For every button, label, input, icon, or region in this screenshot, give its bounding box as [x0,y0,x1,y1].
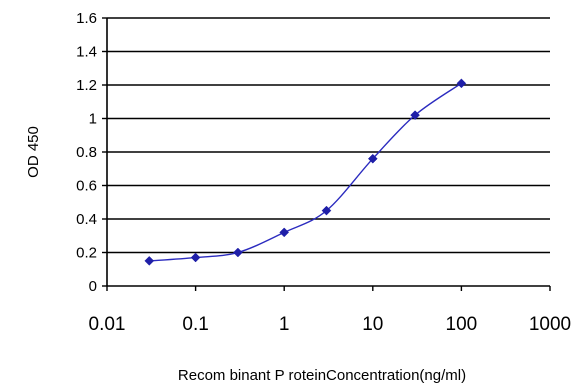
y-tick-label-8: 1.6 [76,10,97,27]
y-tick-label-2: 0.4 [76,211,97,228]
x-tick-label-5: 1000 [529,314,571,335]
x-tick-label-4: 100 [446,314,478,335]
data-point-0-2 [233,247,243,258]
y-tick-label-4: 0.8 [76,144,97,161]
gridlines [107,17,550,254]
x-tick-label-3: 10 [362,314,383,335]
data-point-0-7 [456,78,467,89]
y-tick-label-5: 1 [89,111,97,128]
series-line-0 [149,82,462,262]
data-point-0-5 [367,153,378,164]
y-tick-label-0: 0 [89,278,97,295]
y-axis: 0 0.2 0.4 0.6 0.8 1 1.2 1.4 1.6 [76,10,107,295]
x-tick-label-2: 1 [279,314,290,335]
data-point-0-0 [144,256,155,266]
data-point-0-4 [321,205,332,216]
data-point-0-6 [410,110,420,121]
x-tick-label-0: 0.01 [89,314,126,335]
data-point-0-3 [279,227,290,238]
x-axis: 0.01 0.1 1 10 100 1000 [89,286,571,335]
data-point-0-1 [190,252,201,263]
x-axis-title: Recom binant P roteinConcentration(ng/ml… [178,367,466,384]
x-tick-label-1: 0.1 [182,314,208,335]
y-tick-label-1: 0.2 [76,245,97,262]
y-tick-label-7: 1.4 [76,44,97,61]
y-tick-label-3: 0.6 [76,178,97,195]
series-layer [144,78,467,266]
y-axis-title: OD 450 [25,126,42,178]
y-tick-label-6: 1.2 [76,77,97,94]
